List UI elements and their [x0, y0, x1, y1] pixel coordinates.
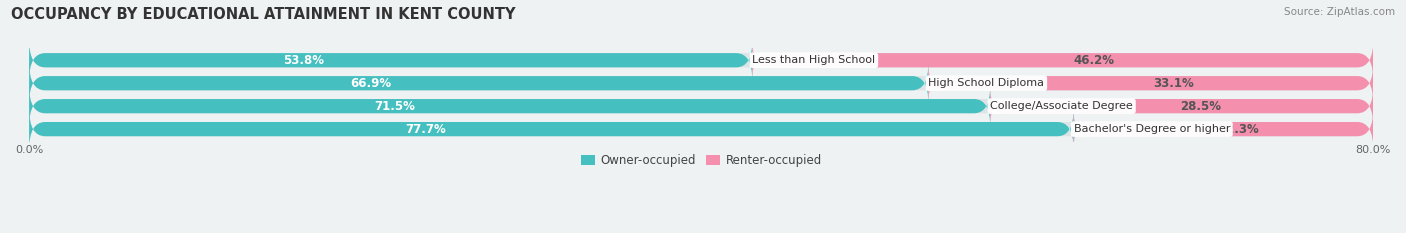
Text: College/Associate Degree: College/Associate Degree [990, 101, 1133, 111]
Text: 71.5%: 71.5% [374, 100, 415, 113]
Text: Bachelor's Degree or higher: Bachelor's Degree or higher [1074, 124, 1230, 134]
Text: 22.3%: 22.3% [1218, 123, 1258, 136]
FancyBboxPatch shape [30, 109, 1374, 150]
Text: 66.9%: 66.9% [350, 77, 391, 90]
FancyBboxPatch shape [30, 86, 1374, 127]
Text: 46.2%: 46.2% [1073, 54, 1115, 67]
FancyBboxPatch shape [30, 63, 928, 104]
Text: 28.5%: 28.5% [1181, 100, 1222, 113]
Text: 53.8%: 53.8% [284, 54, 325, 67]
Text: Less than High School: Less than High School [752, 55, 876, 65]
Text: 77.7%: 77.7% [406, 123, 446, 136]
Text: High School Diploma: High School Diploma [928, 78, 1045, 88]
FancyBboxPatch shape [1074, 109, 1374, 150]
Legend: Owner-occupied, Renter-occupied: Owner-occupied, Renter-occupied [576, 149, 827, 172]
FancyBboxPatch shape [928, 63, 1374, 104]
FancyBboxPatch shape [30, 109, 1074, 150]
Text: 33.1%: 33.1% [1153, 77, 1194, 90]
FancyBboxPatch shape [990, 86, 1374, 127]
FancyBboxPatch shape [30, 40, 752, 81]
FancyBboxPatch shape [30, 63, 1374, 104]
Text: OCCUPANCY BY EDUCATIONAL ATTAINMENT IN KENT COUNTY: OCCUPANCY BY EDUCATIONAL ATTAINMENT IN K… [11, 7, 516, 22]
Text: Source: ZipAtlas.com: Source: ZipAtlas.com [1284, 7, 1395, 17]
FancyBboxPatch shape [752, 40, 1374, 81]
FancyBboxPatch shape [30, 86, 990, 127]
FancyBboxPatch shape [30, 40, 1374, 81]
